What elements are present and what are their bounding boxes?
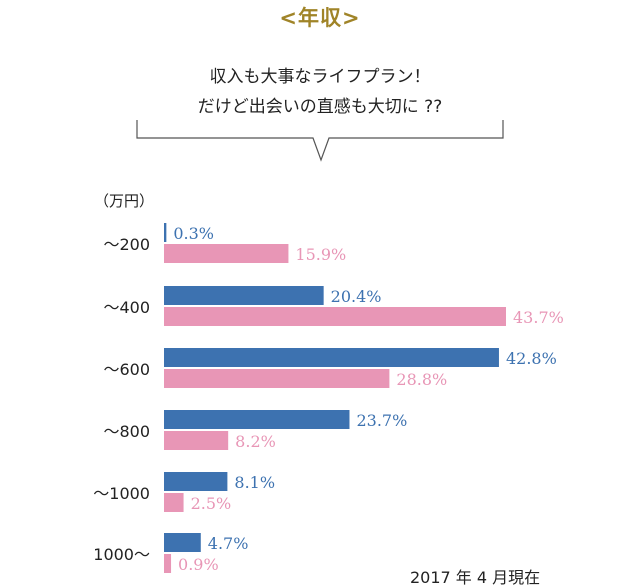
bar [164, 493, 184, 512]
speech-line-1: 収入も大事なライフプラン！ [209, 67, 431, 87]
data-label: 0.3% [173, 224, 214, 243]
bar [164, 244, 289, 263]
speech-bubble-text: 収入も大事なライフプラン！ だけど出会いの直感も大切に ?? [0, 62, 640, 122]
unit-label: （万円） [94, 192, 154, 210]
category-label: ～600 [103, 360, 150, 379]
bar [164, 348, 499, 367]
bar [164, 472, 228, 491]
bar [164, 554, 172, 573]
bar [164, 431, 229, 450]
data-label: 43.7% [513, 308, 564, 327]
data-label: 8.1% [234, 473, 275, 492]
data-label: 4.7% [208, 534, 249, 553]
data-label: 8.2% [235, 432, 276, 451]
speech-line-2: だけど出会いの直感も大切に ?? [197, 97, 443, 117]
bars-group: ～200 0.3% 15.9% ～400 20.4% 43.7% ～600 42.8% 28.8… [93, 223, 564, 574]
data-label: 23.7% [356, 411, 407, 430]
chart-title: <年収> [279, 6, 361, 30]
category-label: 1000～ [93, 545, 150, 564]
bar [164, 533, 201, 552]
bar [164, 369, 390, 388]
data-label: 0.9% [178, 555, 219, 574]
bar [164, 286, 324, 305]
data-label: 15.9% [295, 245, 346, 264]
data-label: 28.8% [396, 370, 447, 389]
date-note: 2017 年 4 月現在 [410, 568, 541, 587]
data-label: 20.4% [331, 287, 382, 306]
speech-bubble-outline [136, 120, 504, 162]
data-label: 42.8% [506, 349, 557, 368]
data-label: 2.5% [191, 494, 232, 513]
category-label: ～400 [103, 298, 150, 317]
bar [164, 307, 506, 326]
bar [164, 223, 167, 242]
bar [164, 410, 350, 429]
category-label: ～200 [103, 235, 150, 254]
category-label: ～800 [103, 422, 150, 441]
category-label: ～1000 [93, 484, 150, 503]
